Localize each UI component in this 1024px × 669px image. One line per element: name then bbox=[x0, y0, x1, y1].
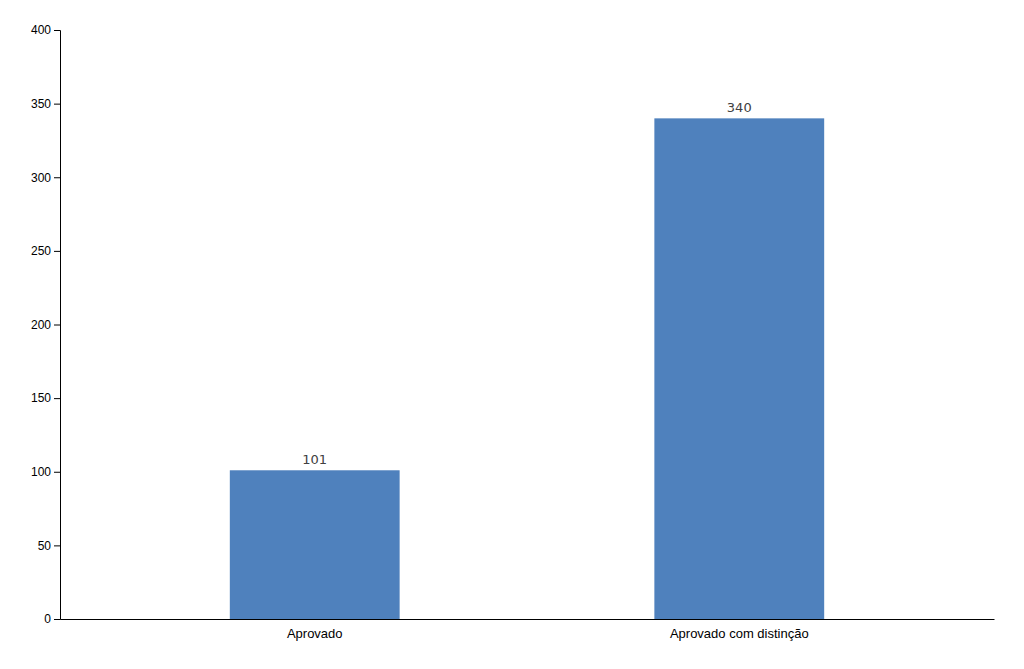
y-tick-mark bbox=[54, 398, 60, 399]
y-tick-label: 200 bbox=[31, 318, 51, 332]
y-tick: 350 bbox=[31, 97, 60, 111]
x-tick-label: Aprovado com distinção bbox=[670, 626, 809, 641]
x-tick-label: Aprovado bbox=[287, 626, 343, 641]
y-tick: 250 bbox=[31, 244, 60, 258]
y-tick: 200 bbox=[31, 318, 60, 332]
y-tick-mark bbox=[54, 619, 60, 620]
y-tick-label: 350 bbox=[31, 97, 51, 111]
y-tick-mark bbox=[54, 30, 60, 31]
y-tick: 100 bbox=[31, 465, 60, 479]
y-tick-label: 100 bbox=[31, 465, 51, 479]
y-tick-label: 300 bbox=[31, 171, 51, 185]
y-tick-label: 400 bbox=[31, 23, 51, 37]
chart-svg: 050100150200250300350400AprovadoAprovado… bbox=[0, 0, 1024, 669]
chart-container: 050100150200250300350400AprovadoAprovado… bbox=[0, 0, 1024, 669]
y-tick-mark bbox=[54, 177, 60, 178]
y-tick: 300 bbox=[31, 171, 60, 185]
y-tick: 0 bbox=[44, 612, 60, 626]
y-axis-line bbox=[54, 31, 61, 620]
y-tick-mark bbox=[54, 251, 60, 252]
y-tick: 50 bbox=[38, 539, 60, 553]
x-tick: Aprovado bbox=[287, 626, 343, 641]
y-tick-label: 0 bbox=[44, 612, 51, 626]
bar bbox=[230, 470, 400, 619]
y-tick-label: 50 bbox=[38, 539, 52, 553]
y-tick-label: 250 bbox=[31, 244, 51, 258]
y-tick: 400 bbox=[31, 23, 60, 37]
y-tick: 150 bbox=[31, 391, 60, 405]
y-tick-mark bbox=[54, 104, 60, 105]
data-labels: 101 340 bbox=[302, 100, 751, 467]
y-tick-mark bbox=[54, 545, 60, 546]
data-label: 101 bbox=[302, 452, 327, 467]
data-label: 340 bbox=[727, 100, 752, 115]
x-axis: Aprovado Aprovado com distinção bbox=[61, 620, 995, 642]
x-tick: Aprovado com distinção bbox=[670, 626, 809, 641]
y-axis: 0 50 100 150 200 250 300 350 400 bbox=[31, 23, 61, 626]
plot: 050100150200250300350400AprovadoAprovado… bbox=[31, 23, 995, 641]
x-axis-line bbox=[61, 619, 995, 620]
bars bbox=[230, 118, 824, 619]
y-tick-mark bbox=[54, 325, 60, 326]
y-tick-mark bbox=[54, 472, 60, 473]
y-tick-label: 150 bbox=[31, 391, 51, 405]
bar bbox=[654, 118, 824, 619]
